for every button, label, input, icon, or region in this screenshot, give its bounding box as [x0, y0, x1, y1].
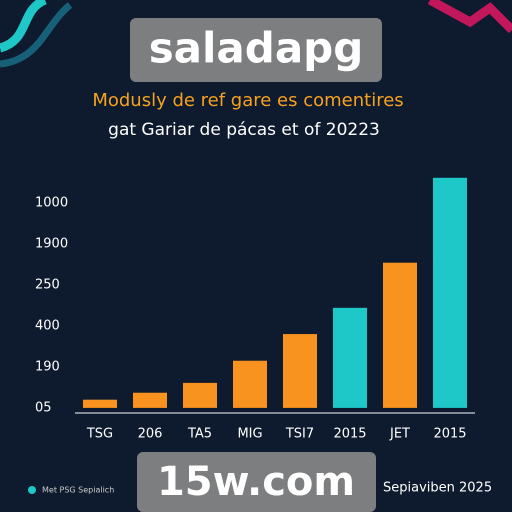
x-tick-label: MIG — [237, 427, 262, 442]
watermark-box — [130, 18, 382, 82]
bar — [233, 360, 267, 408]
bar — [183, 382, 217, 408]
watermark: saladapg — [149, 24, 364, 73]
y-tick-label: 1000 — [35, 195, 68, 210]
x-tick-label: JET — [389, 427, 410, 442]
bar — [83, 399, 117, 408]
chart-subtitle: gat Gariar de pácas et of 20223 — [108, 120, 380, 140]
legend-label: Met PSG Sepialich — [42, 486, 114, 495]
x-tick-label: TSI7 — [285, 427, 314, 442]
y-tick-label: 250 — [35, 277, 60, 292]
x-tick-label: 2015 — [433, 427, 466, 442]
x-tick-label: TA5 — [187, 427, 212, 442]
watermark: 15w.com — [157, 459, 355, 505]
bar — [383, 262, 417, 408]
bar — [433, 177, 467, 408]
x-tick-label: TSG — [86, 427, 113, 442]
x-tick-label: 2015 — [333, 427, 366, 442]
y-tick-label: 05 — [35, 400, 52, 415]
y-tick-label: 400 — [35, 318, 60, 333]
chart-title: Modusly de ref gare es comentires — [92, 90, 403, 111]
bar — [333, 307, 367, 408]
decoration — [0, 0, 48, 53]
bar — [133, 392, 167, 408]
watermark-box — [137, 452, 376, 512]
decoration — [427, 0, 512, 34]
bar — [283, 334, 317, 408]
legend-swatch — [28, 486, 36, 494]
y-tick-label: 1900 — [35, 236, 68, 251]
note: Sepiaviben 2025 — [383, 481, 492, 496]
x-tick-label: 206 — [138, 427, 163, 442]
y-tick-label: 190 — [35, 359, 60, 374]
decoration — [0, 2, 73, 68]
